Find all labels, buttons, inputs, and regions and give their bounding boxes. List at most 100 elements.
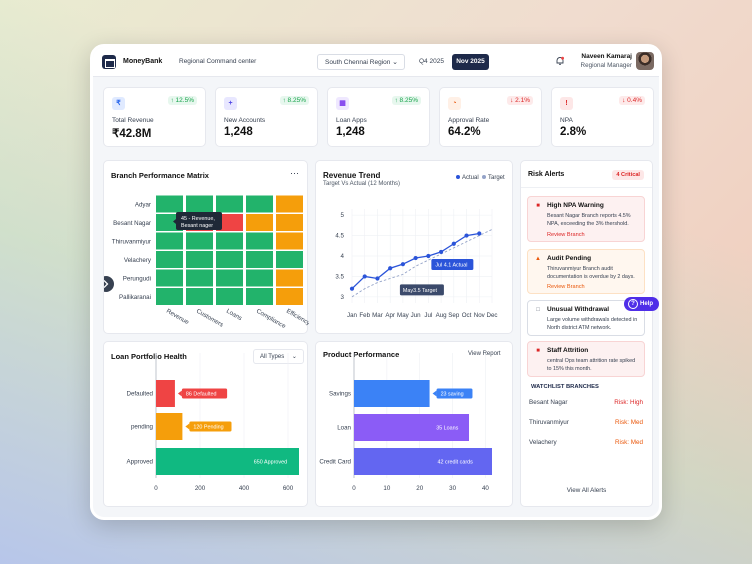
kpi-card[interactable]: ◔ ↓ 2.1% Approval Rate 64.2% (439, 87, 542, 147)
gauge-icon: ◔ (448, 97, 461, 110)
matrix-col-label: Efficiency (285, 308, 309, 328)
brand-name: MoneyBank (123, 58, 163, 65)
y-tick-label: 4 (341, 253, 345, 260)
actual-point[interactable] (464, 233, 469, 238)
matrix-cell[interactable] (246, 214, 273, 231)
avatar[interactable] (636, 52, 654, 70)
matrix-cell[interactable] (276, 232, 303, 250)
matrix-cell[interactable] (156, 232, 183, 250)
risk-alerts-card: Risk Alerts 4 Critical ■ High NPA Warning… (520, 160, 653, 507)
kpi-value: ₹42.8M (112, 128, 152, 140)
bar-label-tag (181, 388, 228, 399)
matrix-cell[interactable] (186, 288, 213, 305)
bar[interactable] (156, 380, 175, 407)
prev-arrow-button[interactable] (104, 276, 114, 292)
matrix-tooltip-text: 45 - Revenue, (181, 216, 215, 222)
actual-point[interactable] (438, 249, 444, 255)
help-button[interactable]: ? Help (624, 297, 659, 311)
y-tick-label: 3 (341, 294, 345, 301)
alert-red-icon: ■ (536, 348, 540, 354)
more-options-icon[interactable]: ⋯ (290, 168, 299, 178)
matrix-col-label: Loans (225, 308, 243, 322)
matrix-cell[interactable] (246, 251, 273, 268)
matrix-cell[interactable] (246, 269, 273, 287)
user-role: Regional Manager (580, 62, 632, 69)
actual-point[interactable] (349, 286, 355, 291)
review-branch-link[interactable]: Review Branch (547, 232, 585, 238)
target-callout (399, 284, 444, 296)
actual-point[interactable] (375, 276, 380, 281)
actual-point[interactable] (400, 262, 406, 267)
kpi-change: ↑ 12.5% (167, 96, 197, 105)
alert-title: High NPA Warning (547, 202, 604, 209)
bar[interactable] (156, 413, 183, 440)
kpi-card[interactable]: ! ↓ 0.4% NPA 2.8% (551, 87, 654, 147)
x-tick-label: Apr (385, 312, 395, 319)
period-q4-button[interactable]: Q4 2025 (419, 58, 444, 65)
matrix-cell[interactable] (186, 195, 213, 213)
actual-point[interactable] (477, 231, 482, 236)
bar-label: 650 Approved (254, 460, 287, 466)
x-tick-label: 20 (416, 485, 423, 492)
alert-card[interactable]: ■ High NPA Warning Besant Nagar Branch rep… (527, 196, 645, 242)
matrix-cell[interactable] (156, 195, 183, 213)
actual-point[interactable] (426, 253, 431, 259)
matrix-cell[interactable] (276, 288, 303, 305)
matrix-cell[interactable] (276, 269, 303, 287)
chevron-down-icon: ⌄ (392, 59, 398, 66)
region-select[interactable]: South Chennai Region ⌄ (317, 54, 405, 70)
actual-point[interactable] (388, 266, 393, 271)
rupee-icon: ₹ (112, 97, 125, 110)
watchlist-branch-name[interactable]: Besant Nagar (529, 399, 568, 406)
matrix-cell[interactable] (246, 195, 273, 213)
loan-type-filter[interactable]: All Types ⌄ (253, 349, 304, 364)
kpi-label: New Accounts (224, 117, 266, 124)
matrix-cell[interactable] (156, 269, 183, 287)
matrix-cell[interactable] (246, 288, 273, 305)
critical-badge: 4 Critical (612, 170, 644, 180)
bar[interactable] (354, 380, 430, 407)
watchlist-branch-name[interactable]: Velachery (529, 439, 557, 446)
bar-label: 35 Loans (436, 426, 458, 432)
actual-point[interactable] (362, 274, 367, 279)
actual-point[interactable] (451, 241, 456, 246)
matrix-cell[interactable] (156, 288, 183, 305)
kpi-change: ↓ 0.4% (619, 96, 645, 105)
matrix-cell[interactable] (216, 269, 243, 287)
actual-callout (431, 259, 474, 270)
matrix-cell[interactable] (216, 195, 243, 213)
period-nov-button[interactable]: Nov 2025 (452, 54, 489, 70)
kpi-label: Approval Rate (448, 117, 490, 124)
question-icon: ? (628, 299, 638, 309)
matrix-cell[interactable] (156, 251, 183, 268)
matrix-cell[interactable] (186, 251, 213, 268)
bar-label: 120 Pending (193, 425, 223, 431)
kpi-change: ↑ 8.25% (279, 96, 309, 105)
review-branch-link[interactable]: Review Branch (547, 284, 585, 290)
kpi-value: 64.2% (448, 126, 481, 138)
matrix-cell[interactable] (216, 288, 243, 305)
bell-icon[interactable] (555, 56, 565, 66)
view-report-button[interactable]: View Report (461, 347, 508, 361)
actual-point[interactable] (413, 255, 418, 261)
kpi-card[interactable]: + ↑ 8.25% New Accounts 1,248 (215, 87, 318, 147)
matrix-cell[interactable] (216, 214, 243, 231)
matrix-cell[interactable] (186, 269, 213, 287)
alert-card[interactable]: ■ Staff Attrition central Ops team attriti… (527, 341, 645, 377)
view-all-alerts-link[interactable]: View All Alerts (566, 487, 607, 494)
matrix-cell[interactable] (276, 214, 303, 231)
loan-portfolio-card: Loan Portfolio Health All Types ⌄ 0 200 40… (103, 341, 308, 507)
matrix-cell[interactable] (216, 232, 243, 250)
matrix-row-label: Pallikaranai (119, 294, 151, 301)
matrix-cell[interactable] (276, 251, 303, 268)
watchlist-branch-name[interactable]: Thiruvanmiyur (529, 419, 569, 426)
matrix-cell[interactable] (276, 195, 303, 213)
loan-portfolio-chart: 0 200 400 600 Defaulted 86 Defaulted pending 12… (127, 353, 299, 492)
matrix-cell[interactable] (216, 251, 243, 268)
matrix-cell[interactable] (246, 232, 273, 250)
kpi-card[interactable]: ₹ ↑ 12.5% Total Revenue ₹42.8M (103, 87, 206, 147)
top-bar: MoneyBank Regional Command center South … (93, 47, 659, 77)
kpi-card[interactable]: ▦ ↑ 8.25% Loan Apps 1,248 (327, 87, 430, 147)
alert-card[interactable]: ▲ Audit Pending Thiruvanmiyur Branch audit… (527, 249, 645, 294)
matrix-cell[interactable] (186, 232, 213, 250)
